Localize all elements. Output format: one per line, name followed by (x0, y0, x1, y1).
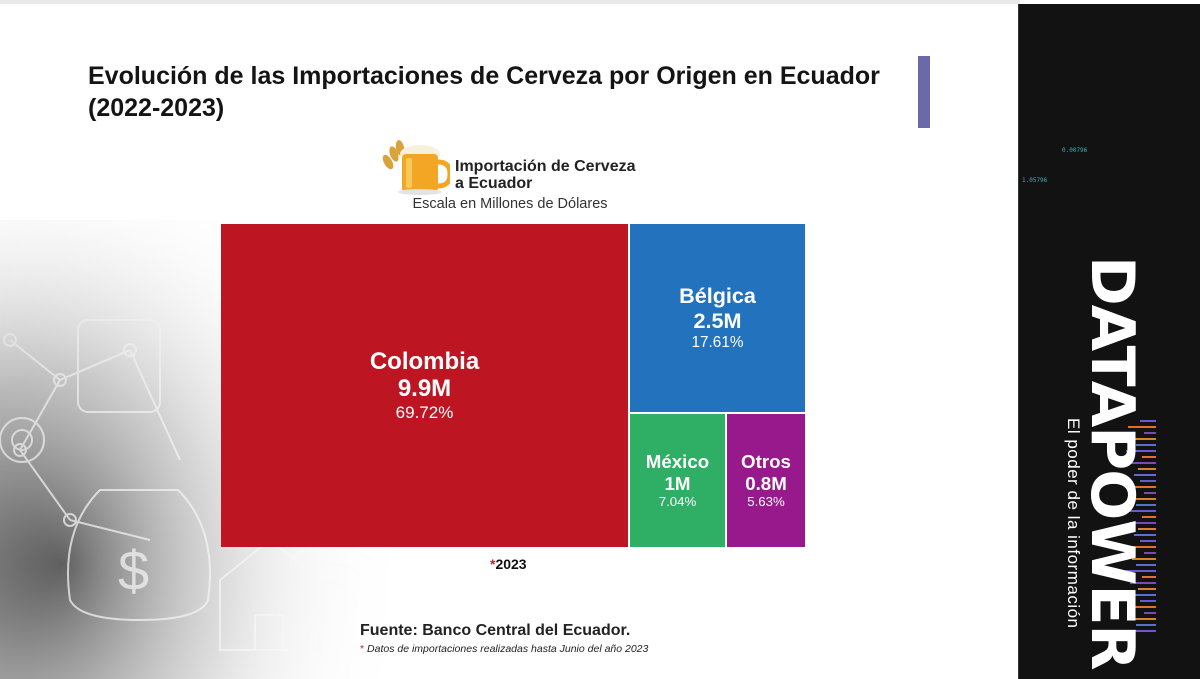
equalizer-bar (1128, 486, 1156, 488)
equalizer-bar (1128, 426, 1156, 428)
page-title: Evolución de las Importaciones de Cervez… (88, 62, 880, 122)
equalizer-bar (1126, 630, 1156, 632)
equalizer-bar (1134, 474, 1156, 476)
decor-number-1: 0.00796 (1062, 147, 1088, 154)
cell-percent: 69.72% (395, 402, 454, 422)
equalizer-bar (1138, 468, 1156, 470)
equalizer-bar (1140, 540, 1156, 542)
cell-value: 1M (664, 472, 691, 494)
equalizer-bar (1138, 588, 1156, 590)
equalizer-bar (1132, 558, 1156, 560)
equalizer-bar (1130, 582, 1156, 584)
equalizer-bar (1138, 528, 1156, 530)
chart-title-line1: Importación de Cerveza (455, 158, 636, 175)
treemap-cell-otros: Otros 0.8M 5.63% (727, 414, 805, 547)
equalizer-bar (1142, 456, 1156, 458)
equalizer-bar (1126, 570, 1156, 572)
treemap-cell-colombia: Colombia 9.9M 69.72% (221, 224, 628, 547)
cell-name: Otros (741, 451, 791, 473)
year-value: 2023 (495, 556, 527, 572)
equalizer-bar (1132, 618, 1156, 620)
cell-value: 9.9M (397, 375, 452, 403)
panel-edge (1018, 4, 1019, 679)
footnote-text: Datos de importaciones realizadas hasta … (367, 643, 649, 655)
cell-percent: 7.04% (658, 494, 697, 510)
equalizer-bar (1136, 624, 1156, 626)
equalizer-bar (1144, 552, 1156, 554)
brand-logo: DATAPOWER (1077, 256, 1147, 670)
cell-percent: 5.63% (747, 494, 785, 510)
accent-bar (918, 56, 930, 128)
equalizer-bar (1132, 438, 1156, 440)
treemap-cell-belgica: Bélgica 2.5M 17.61% (630, 224, 805, 412)
cell-name: Colombia (369, 347, 480, 375)
brand-panel: 0.00796 1.05796 (1018, 4, 1200, 679)
equalizer-bar (1140, 600, 1156, 602)
top-divider (0, 0, 1020, 4)
equalizer-bar (1136, 444, 1156, 446)
footnote-marker: * (360, 643, 365, 655)
equalizer-bar (1134, 534, 1156, 536)
chart-subtitle: Escala en Millones de Dólares (412, 196, 608, 212)
chart-title-line2: a Ecuador (455, 175, 533, 192)
equalizer-bar (1140, 420, 1156, 422)
equalizer-bar (1136, 564, 1156, 566)
equalizer-bar (1128, 546, 1156, 548)
source-text: Fuente: Banco Central del Ecuador. (360, 622, 631, 639)
equalizer-bar (1144, 432, 1156, 434)
treemap-cell-mexico: México 1M 7.04% (630, 414, 725, 547)
equalizer-bar (1126, 450, 1156, 452)
equalizer-bar (1130, 462, 1156, 464)
equalizer-bar (1142, 516, 1156, 518)
equalizer-bar (1126, 510, 1156, 512)
equalizer-bars-graphic (1126, 420, 1156, 632)
equalizer-bar (1142, 576, 1156, 578)
cell-value: 2.5M (693, 307, 742, 333)
equalizer-bar (1144, 492, 1156, 494)
equalizer-bar (1128, 606, 1156, 608)
cell-percent: 17.61% (691, 333, 744, 351)
equalizer-bar (1132, 498, 1156, 500)
beer-mug-icon (382, 140, 450, 195)
equalizer-bar (1140, 480, 1156, 482)
brand-tagline: El poder de la información (1064, 418, 1083, 629)
chart-header: Importación de Cerveza a Ecuador (380, 140, 660, 216)
treemap-chart: Colombia 9.9M 69.72% Bélgica 2.5M 17.61% Méxic… (221, 224, 805, 547)
cell-name: Bélgica (679, 283, 756, 308)
footnote: * Datos de importaciones realizadas hast… (360, 643, 648, 655)
decor-number-2: 1.05796 (1022, 177, 1048, 184)
cell-name: México (645, 451, 710, 473)
year-marker: * (490, 556, 496, 572)
equalizer-bar (1144, 612, 1156, 614)
equalizer-bar (1134, 594, 1156, 596)
equalizer-bar (1136, 504, 1156, 506)
equalizer-bar (1130, 522, 1156, 524)
year-label: *2023 (490, 556, 527, 572)
cell-value: 0.8M (745, 472, 787, 494)
chart-title: Importación de Cerveza a Ecuador (455, 158, 665, 192)
